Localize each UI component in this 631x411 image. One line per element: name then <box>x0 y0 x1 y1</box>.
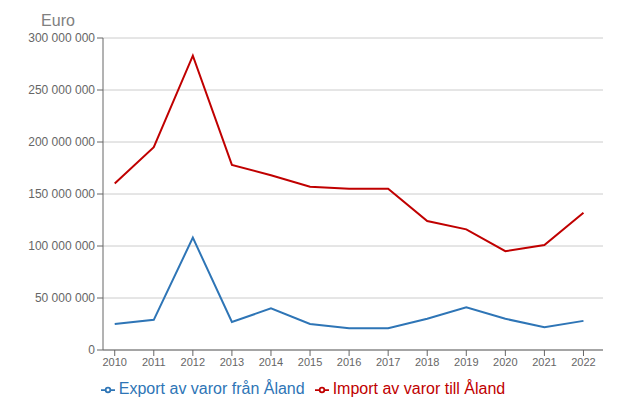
svg-text:2019: 2019 <box>454 356 478 368</box>
svg-text:150 000 000: 150 000 000 <box>28 187 95 201</box>
svg-text:2015: 2015 <box>298 356 322 368</box>
svg-text:2011: 2011 <box>142 356 166 368</box>
svg-text:2017: 2017 <box>376 356 400 368</box>
html-text:Import av varor till Åland: Import av varor till Åland <box>332 380 506 397</box>
svg-text:50 000 000: 50 000 000 <box>35 291 95 305</box>
svg-text:0: 0 <box>88 343 95 357</box>
svg-text:200 000 000: 200 000 000 <box>28 135 95 149</box>
svg-text:2013: 2013 <box>220 356 244 368</box>
svg-text:2012: 2012 <box>181 356 205 368</box>
svg-text:100 000 000: 100 000 000 <box>28 239 95 253</box>
svg-text:Euro: Euro <box>41 12 75 29</box>
svg-text:300 000 000: 300 000 000 <box>28 31 95 45</box>
svg-text:2016: 2016 <box>337 356 361 368</box>
svg-text:2021: 2021 <box>532 356 556 368</box>
html-text:Export av varor från Åland: Export av varor från Åland <box>118 380 305 397</box>
svg-text:2018: 2018 <box>415 356 439 368</box>
svg-text:2022: 2022 <box>571 356 595 368</box>
svg-text:2014: 2014 <box>259 356 283 368</box>
svg-text:2020: 2020 <box>493 356 517 368</box>
svg-text:250 000 000: 250 000 000 <box>28 83 95 97</box>
svg-text:2010: 2010 <box>102 356 126 368</box>
